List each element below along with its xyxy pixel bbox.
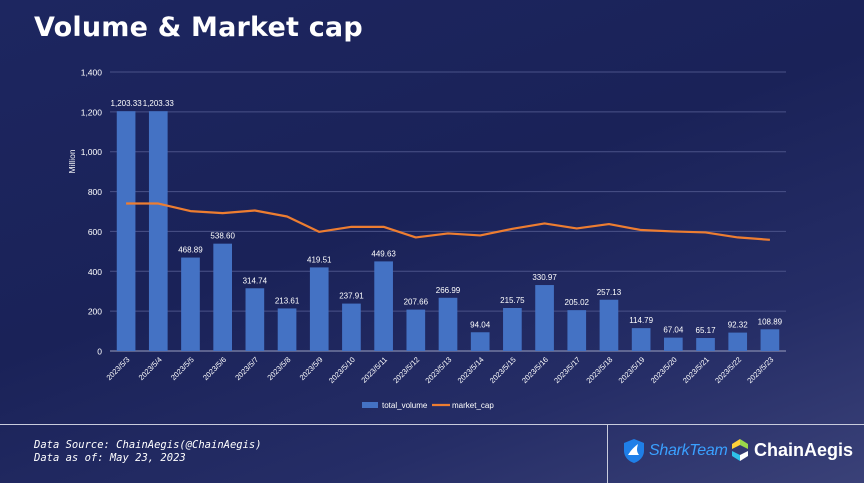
x-tick-label: 2023/5/17: [552, 355, 582, 385]
bar-2023/5/20: [663, 337, 683, 351]
bar-value-label: 468.89: [178, 246, 203, 255]
x-tick-label: 2023/5/8: [265, 355, 292, 382]
footer-note: Data Source: ChainAegis(@ChainAegis) Dat…: [34, 439, 262, 465]
bar-value-label: 257.13: [597, 288, 622, 297]
bar-value-label: 207.66: [404, 298, 429, 307]
bar-2023/5/17: [567, 310, 587, 351]
chainaegis-emblem-icon: [732, 439, 748, 461]
bar-2023/5/5: [181, 257, 200, 351]
y-tick-label: 1,000: [81, 147, 103, 157]
bar-value-label: 419.51: [307, 255, 332, 264]
bar-2023/5/16: [535, 285, 554, 351]
sharkteam-logo: SharkTeam: [622, 438, 728, 464]
x-tick-label: 2023/5/10: [327, 355, 357, 385]
bar-value-label: 205.02: [565, 298, 590, 307]
chainaegis-logo: ChainAegis: [729, 438, 853, 462]
x-tick-label: 2023/5/5: [169, 355, 196, 382]
sharkteam-name: SharkTeam: [649, 442, 728, 459]
bar-value-label: 213.61: [275, 296, 300, 305]
x-tick-label: 2023/5/14: [456, 355, 486, 385]
y-tick-label: 800: [88, 187, 102, 197]
bar-value-label: 266.99: [436, 286, 461, 295]
x-tick-label: 2023/5/18: [584, 355, 614, 385]
bar-2023/5/8: [277, 308, 297, 351]
x-tick-label: 2023/5/15: [488, 355, 518, 385]
y-tick-label: 0: [97, 347, 102, 357]
y-tick-label: 200: [88, 307, 102, 317]
chainaegis-name: ChainAegis: [754, 439, 854, 460]
bar-value-label: 67.04: [663, 326, 684, 335]
bar-2023/5/7: [245, 288, 265, 351]
bar-value-label: 94.04: [470, 320, 491, 329]
x-tick-label: 2023/5/22: [713, 355, 743, 385]
y-tick-label: 1,400: [81, 68, 103, 78]
x-tick-label: 2023/5/7: [233, 355, 260, 382]
bar-value-label: 449.63: [371, 249, 396, 258]
legend-label-total-volume: total_volume: [382, 401, 428, 410]
x-tick-label: 2023/5/16: [520, 355, 550, 385]
bar-value-label: 65.17: [696, 326, 717, 335]
bar-value-label: 330.97: [532, 273, 557, 282]
bar-2023/5/14: [470, 332, 490, 351]
bar-2023/5/11: [374, 261, 393, 351]
x-tick-label: 2023/5/12: [391, 355, 421, 385]
x-tick-label: 2023/5/4: [137, 355, 164, 382]
x-tick-label: 2023/5/23: [745, 355, 775, 385]
x-tick-label: 2023/5/13: [423, 355, 453, 385]
volume-market-cap-chart: 0 200 400 600 800 1,000 1,200 1,400 Million 1,203…: [67, 68, 786, 410]
bar-2023/5/19: [631, 328, 651, 351]
bar-value-label: 1,203.33: [111, 99, 143, 108]
bar-value-label: 237.91: [339, 292, 364, 301]
legend-swatch-total-volume: [362, 402, 378, 408]
bar-value-label: 538.60: [210, 232, 235, 241]
bar-2023/5/18: [599, 299, 619, 351]
data-source-text: Data Source: ChainAegis(@ChainAegis): [34, 439, 262, 451]
footer-vertical-divider: [607, 424, 608, 483]
bar-2023/5/10: [342, 303, 361, 351]
y-tick-label: 400: [88, 267, 102, 277]
bar-value-label: 114.79: [629, 316, 653, 325]
x-tick-label: 2023/5/21: [681, 355, 711, 385]
bar-2023/5/21: [696, 338, 715, 351]
footer-separator: [0, 424, 864, 425]
y-tick-label: 1,200: [81, 107, 103, 117]
x-tick-label: 2023/5/11: [359, 355, 389, 385]
bar-2023/5/12: [406, 309, 426, 351]
legend-label-market-cap: market_cap: [452, 401, 494, 410]
shark-shield-icon: [624, 439, 644, 463]
bar-2023/5/3: [116, 111, 136, 352]
x-tick-label: 2023/5/20: [649, 355, 679, 385]
bar-value-label: 314.74: [243, 276, 268, 285]
y-tick-label: 600: [88, 227, 102, 237]
bar-2023/5/15: [503, 308, 522, 351]
bar-2023/5/6: [213, 243, 233, 351]
bar-value-label: 215.75: [500, 296, 525, 305]
y-axis-label: Million: [67, 149, 77, 173]
x-tick-label: 2023/5/9: [298, 355, 325, 382]
bar-2023/5/13: [438, 297, 458, 351]
x-tick-label: 2023/5/6: [201, 355, 228, 382]
bar-2023/5/22: [728, 332, 748, 351]
bar-value-label: 92.32: [728, 321, 749, 330]
bar-2023/5/23: [760, 329, 780, 351]
page-title: Volume & Market cap: [34, 12, 363, 43]
x-tick-label: 2023/5/19: [617, 355, 647, 385]
bar-value-label: 108.89: [758, 317, 783, 326]
data-date-text: Data as of: May 23, 2023: [34, 452, 186, 464]
bar-2023/5/9: [309, 267, 329, 351]
x-tick-label: 2023/5/3: [104, 355, 131, 382]
bar-2023/5/4: [148, 111, 168, 352]
bar-value-label: 1,203.33: [143, 99, 175, 108]
